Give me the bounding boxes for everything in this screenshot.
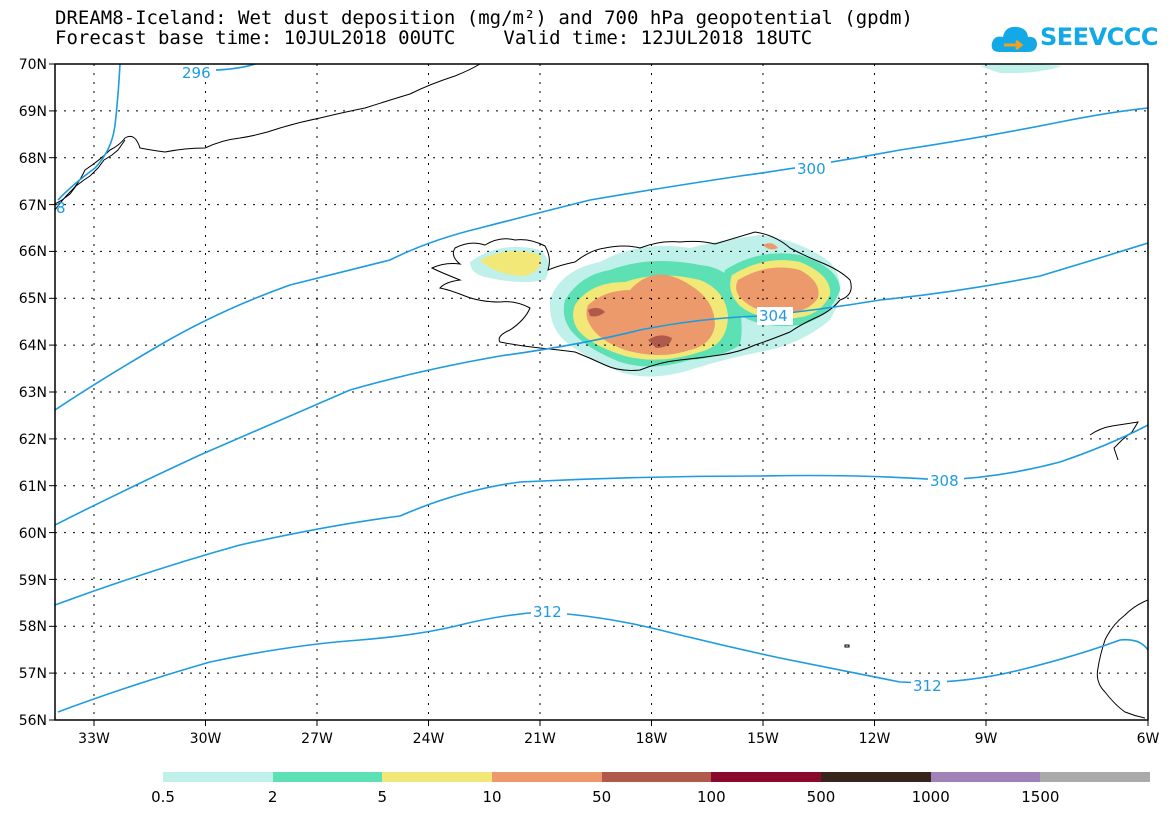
valid-time: Valid time: 12JUL2018 18UTC xyxy=(503,27,813,49)
legend-swatch xyxy=(821,772,931,782)
lon-label: 6W xyxy=(1137,731,1160,747)
lon-label: 30W xyxy=(190,731,222,747)
coastlines xyxy=(55,64,1148,719)
lat-label: 59N xyxy=(19,573,47,589)
axis-ticks xyxy=(49,63,1149,726)
contour-label: 296 xyxy=(182,64,211,82)
lat-label: 63N xyxy=(19,385,47,401)
lon-label: 21W xyxy=(524,731,556,747)
lat-label: 69N xyxy=(19,104,47,120)
lat-label: 61N xyxy=(19,479,47,495)
latitude-labels: 70N 69N 68N 67N 66N 65N 64N 63N 62N 61N … xyxy=(19,57,47,729)
geopotential-contours xyxy=(55,64,1148,713)
legend-label: 1000 xyxy=(911,788,950,806)
lat-label: 66N xyxy=(19,244,47,260)
contour-label: 304 xyxy=(759,307,788,325)
contour-label: 300 xyxy=(797,160,826,178)
lon-label: 15W xyxy=(747,731,779,747)
map-subtitle: Forecast base time: 10JUL2018 00UTC Valid… xyxy=(55,28,812,48)
lat-label: 62N xyxy=(19,432,47,448)
forecast-base-time: Forecast base time: 10JUL2018 00UTC xyxy=(55,27,456,49)
contour-label: 308 xyxy=(930,472,959,490)
lat-label: 57N xyxy=(19,666,47,682)
legend-label: 10 xyxy=(482,788,502,806)
graticule xyxy=(55,64,1148,720)
color-legend xyxy=(163,772,1151,782)
legend-swatch xyxy=(382,772,493,782)
lat-label: 64N xyxy=(19,338,47,354)
contour-label: 312 xyxy=(913,677,942,695)
legend-swatch xyxy=(163,772,273,782)
legend-label: 50 xyxy=(592,788,612,806)
lon-label: 9W xyxy=(975,731,998,747)
contour-label: 8 xyxy=(56,199,66,217)
lat-label: 70N xyxy=(19,57,47,73)
contour-300 xyxy=(55,107,1148,411)
lat-label: 65N xyxy=(19,291,47,307)
legend-swatch xyxy=(492,772,602,782)
longitude-labels: 33W 30W 27W 24W 21W 18W 15W 12W 9W 6W xyxy=(78,731,1159,747)
contour-308 xyxy=(55,424,1148,606)
logo-text: SEEVCCC xyxy=(1040,23,1159,51)
lon-label: 18W xyxy=(636,731,668,747)
lon-label: 12W xyxy=(859,731,891,747)
lon-label: 33W xyxy=(78,731,110,747)
legend-swatch xyxy=(601,772,712,782)
legend-label: 0.5 xyxy=(151,788,175,806)
legend-label: 2 xyxy=(267,788,278,806)
cloud-icon xyxy=(991,26,1037,52)
legend-label: 5 xyxy=(377,788,388,806)
lat-label: 67N xyxy=(19,198,47,214)
legend-swatch xyxy=(272,772,383,782)
lat-label: 68N xyxy=(19,151,47,167)
contour-296 xyxy=(57,64,256,201)
seevccc-logo: SEEVCCC xyxy=(990,18,1165,62)
legend-swatch xyxy=(930,772,1041,782)
lat-label: 58N xyxy=(19,619,47,635)
lon-label: 24W xyxy=(413,731,445,747)
contour-312 xyxy=(57,611,1148,713)
legend-swatch xyxy=(1040,772,1151,782)
contour-304 xyxy=(55,242,1148,526)
legend-label: 100 xyxy=(697,788,726,806)
legend-label: 1500 xyxy=(1021,788,1060,806)
contour-labels: 296 300 304 308 312 312 8 xyxy=(56,64,964,695)
map-title: DREAM8-Iceland: Wet dust deposition (mg/… xyxy=(55,7,913,29)
legend-swatch xyxy=(711,772,822,782)
lon-label: 27W xyxy=(301,731,333,747)
legend-label: 500 xyxy=(806,788,836,806)
lat-label: 56N xyxy=(19,713,47,729)
contour-label: 312 xyxy=(533,603,562,621)
lat-label: 60N xyxy=(19,526,47,542)
